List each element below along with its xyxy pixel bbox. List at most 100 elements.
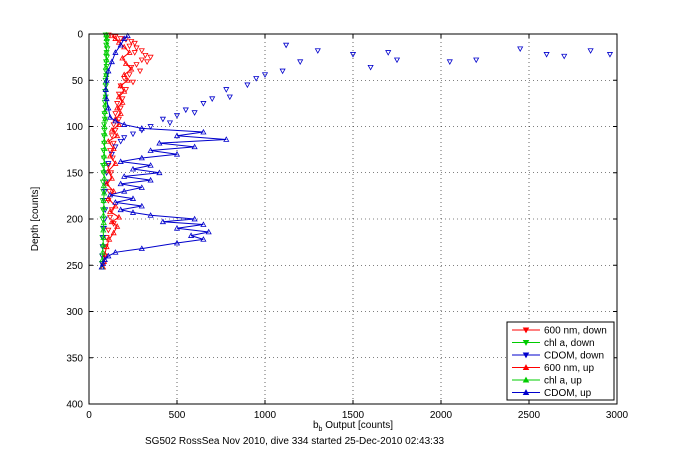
series-cdom-up <box>98 32 230 270</box>
data-point-600-nm-down <box>108 133 115 139</box>
data-point-600-nm-up <box>115 213 122 220</box>
data-point-600-nm-down <box>115 91 122 98</box>
data-point-600-nm-up <box>119 99 126 105</box>
data-point-600-nm-up <box>117 110 124 116</box>
legend-label-chl-a-down: chl a, down <box>544 338 595 349</box>
data-point-600-nm-up <box>103 180 110 187</box>
data-point-600-nm-up <box>107 152 114 159</box>
data-point-600-nm-up <box>112 202 119 209</box>
data-point-chl-a-up <box>99 249 106 255</box>
data-point-600-nm-up <box>122 60 130 66</box>
data-point-cdom-down <box>147 124 154 130</box>
data-point-cdom-up <box>138 184 145 190</box>
data-point-600-nm-down <box>138 57 145 64</box>
data-point-cdom-up <box>101 256 108 263</box>
x-axis-label-rest: Output [counts] <box>322 420 393 431</box>
x-tick-label: 3000 <box>606 410 629 421</box>
data-point-cdom-down <box>200 101 207 107</box>
legend-marker-cdom-down <box>522 352 530 359</box>
x-tick-label: 0 <box>86 410 92 421</box>
data-point-chl-a-up <box>101 160 108 166</box>
data-point-cdom-up <box>129 209 137 215</box>
data-point-cdom-up <box>156 169 163 176</box>
data-point-600-nm-up <box>117 82 124 89</box>
data-point-cdom-up <box>121 35 128 41</box>
data-point-600-nm-down <box>129 79 137 86</box>
data-point-600-nm-down <box>112 127 119 134</box>
legend-marker-cdom-up <box>522 389 530 395</box>
data-point-600-nm-up <box>110 145 117 152</box>
data-point-chl-a-up <box>102 101 109 107</box>
data-point-cdom-down <box>244 82 251 89</box>
data-point-cdom-up <box>147 212 154 218</box>
data-point-600-nm-down <box>142 52 149 59</box>
y-tick-label: 150 <box>66 168 83 179</box>
data-point-chl-a-up <box>103 56 110 63</box>
data-point-cdom-down <box>446 59 453 65</box>
data-point-cdom-down <box>297 59 304 65</box>
data-point-cdom-down <box>253 76 260 82</box>
data-point-600-nm-up <box>112 160 119 166</box>
data-point-chl-a-down <box>103 54 111 61</box>
data-point-cdom-up <box>223 136 230 142</box>
data-point-cdom-up <box>156 139 163 146</box>
data-point-cdom-up <box>147 176 154 183</box>
data-point-cdom-down <box>283 42 290 49</box>
data-point-cdom-up <box>200 128 207 135</box>
y-axis-label: Depth [counts] <box>30 187 41 252</box>
data-point-cdom-up <box>98 263 105 270</box>
data-point-600-nm-up <box>106 236 113 242</box>
data-point-600-nm-down <box>133 62 140 68</box>
data-point-chl-a-up <box>103 31 110 38</box>
data-point-cdom-up <box>129 195 137 201</box>
data-point-cdom-up <box>200 236 207 242</box>
data-point-cdom-down <box>129 131 137 138</box>
data-point-chl-a-up <box>101 130 108 137</box>
data-point-cdom-up <box>205 228 212 235</box>
data-point-600-nm-up <box>121 88 128 94</box>
data-point-600-nm-down <box>115 116 122 123</box>
data-point-cdom-up <box>200 221 207 227</box>
data-point-cdom-up <box>117 206 124 213</box>
data-point-cdom-down <box>166 120 174 127</box>
x-axis-label-main: b <box>313 420 319 431</box>
data-point-cdom-down <box>173 113 181 119</box>
data-point-600-nm-up <box>128 65 135 72</box>
y-tick-label: 0 <box>77 30 83 41</box>
data-point-600-nm-up <box>114 104 121 111</box>
data-point-cdom-down <box>226 94 233 101</box>
data-point-cdom-down <box>223 87 230 93</box>
data-point-cdom-up <box>138 245 145 251</box>
data-point-600-nm-up <box>108 218 115 225</box>
data-point-chl-a-up <box>100 167 108 174</box>
data-point-chl-a-up <box>101 138 108 144</box>
data-point-cdom-up <box>188 232 195 238</box>
data-point-600-nm-down <box>114 101 121 107</box>
y-tick-label: 200 <box>66 215 83 226</box>
data-point-600-nm-up <box>110 188 117 194</box>
figure-caption: SG502 RossSea Nov 2010, dive 334 started… <box>145 436 445 447</box>
legend-marker-600-nm-up <box>522 364 530 370</box>
data-point-cdom-down <box>393 57 401 64</box>
legend-marker-chl-a-up <box>522 376 530 383</box>
data-point-cdom-up <box>121 188 128 194</box>
x-axis-label: bb Output [counts] <box>313 420 393 433</box>
data-point-600-nm-down <box>126 43 133 50</box>
data-point-600-nm-up <box>115 39 122 45</box>
legend-label-600-nm-down: 600 nm, down <box>544 326 607 337</box>
data-point-cdom-up <box>121 121 128 127</box>
data-point-cdom-down <box>367 64 374 71</box>
legend-box <box>506 321 615 401</box>
data-point-600-nm-up <box>108 32 115 39</box>
data-point-cdom-down <box>349 52 357 58</box>
data-point-cdom-up <box>138 154 145 161</box>
data-point-600-nm-up <box>112 35 119 41</box>
data-point-600-nm-down <box>144 59 151 65</box>
data-point-cdom-down <box>182 107 189 114</box>
data-point-600-nm-up <box>105 167 112 174</box>
y-tick-label: 400 <box>66 400 83 411</box>
data-point-chl-a-up <box>100 197 107 203</box>
data-point-cdom-up <box>159 218 166 225</box>
data-point-cdom-up <box>173 225 181 231</box>
